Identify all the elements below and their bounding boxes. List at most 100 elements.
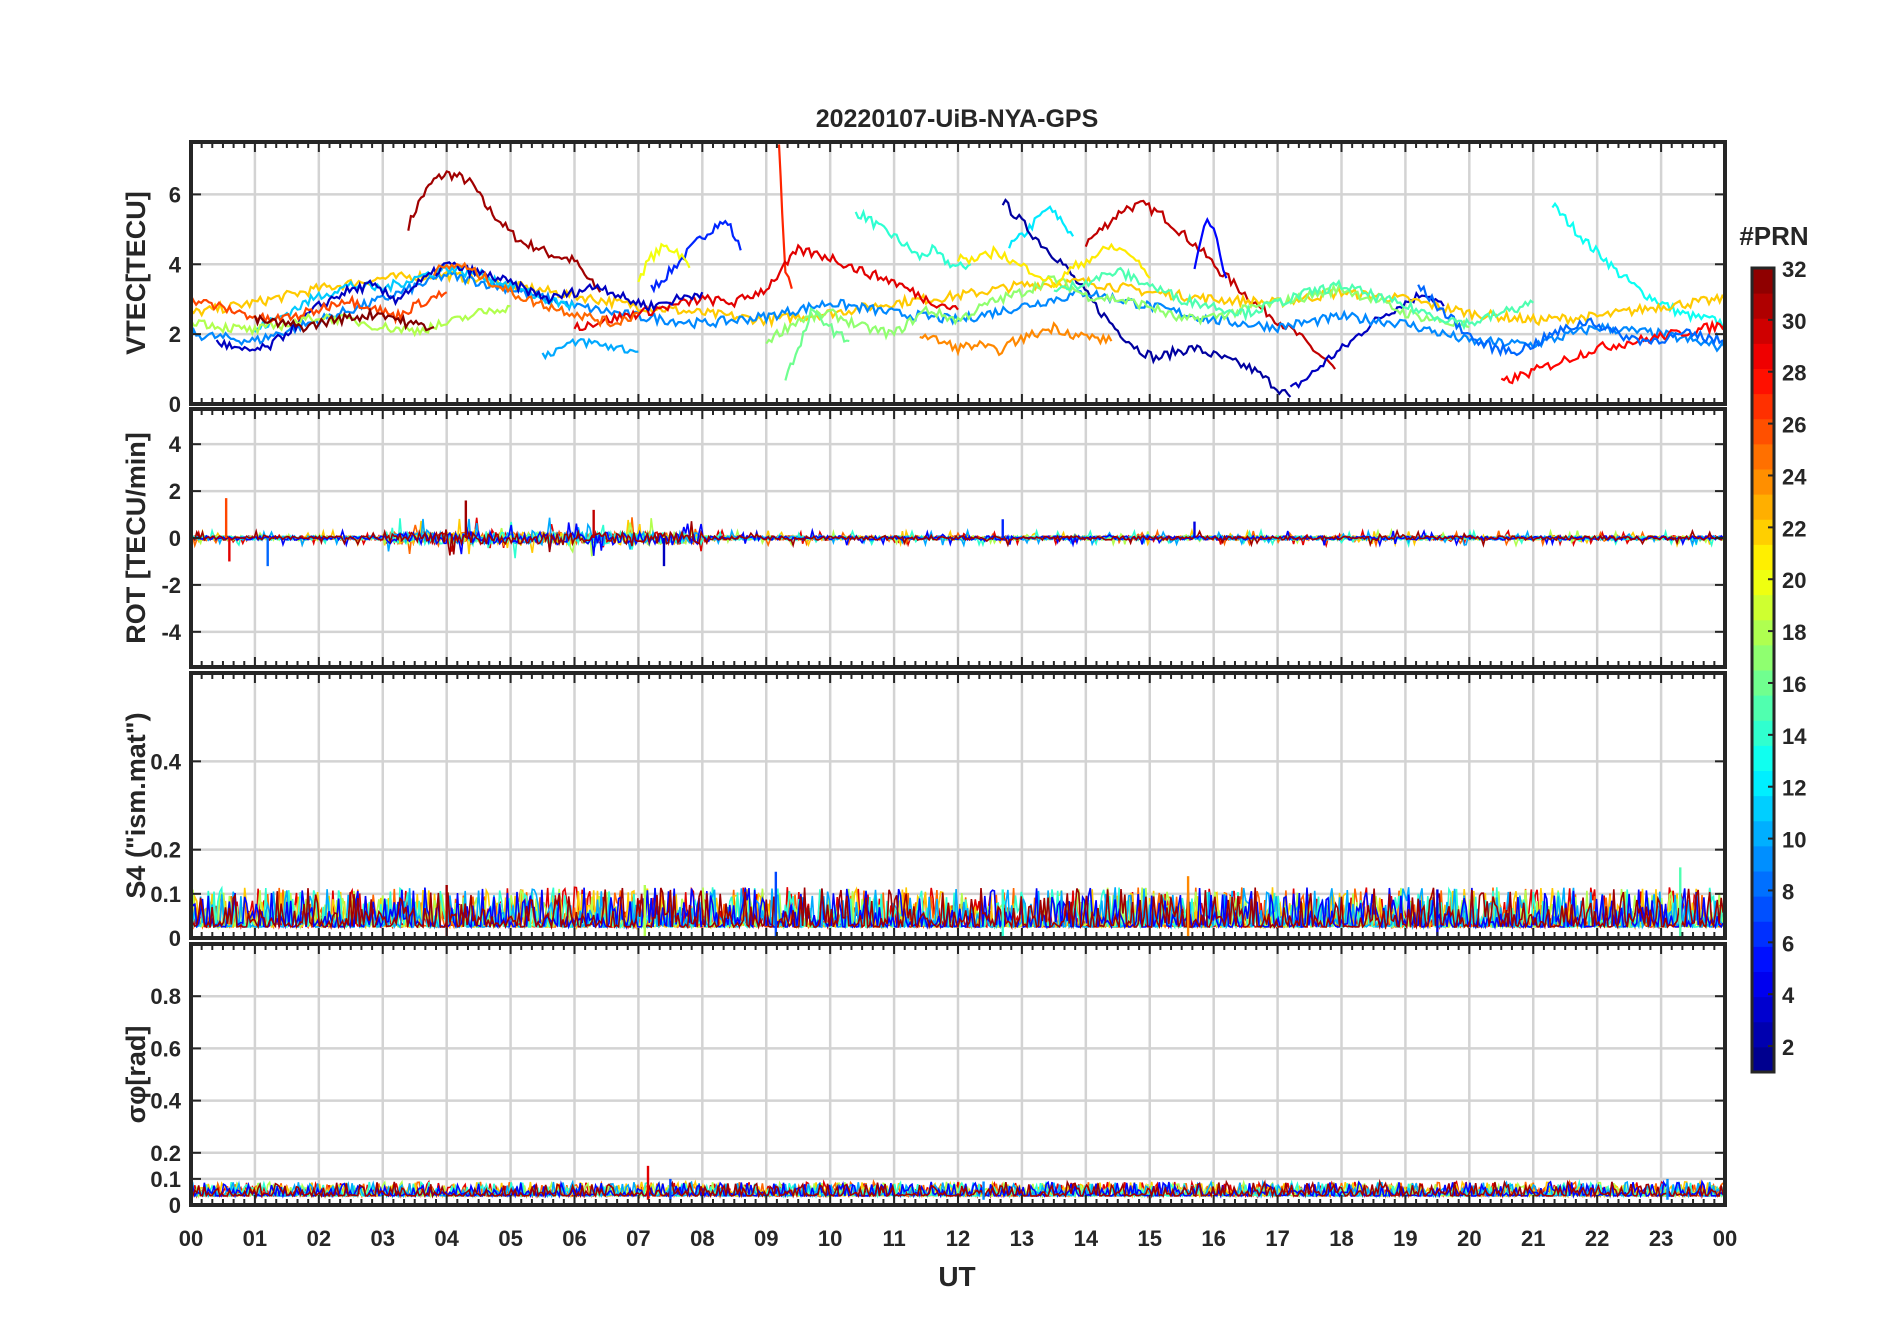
data-traces bbox=[191, 498, 1724, 567]
colorbar-tick-label: 14 bbox=[1782, 724, 1807, 749]
x-tick-label: 11 bbox=[882, 1226, 905, 1251]
series-line-prn-21 bbox=[956, 242, 1151, 289]
series-line-prn-24 bbox=[919, 321, 1113, 357]
colorbar-band bbox=[1752, 720, 1774, 746]
colorbar-band bbox=[1752, 795, 1774, 822]
series-line-prn-16 bbox=[784, 306, 850, 381]
x-tick-label: 00 bbox=[179, 1226, 203, 1251]
axes-frame bbox=[189, 942, 1727, 1207]
y-tick-label: 0.4 bbox=[150, 749, 181, 774]
y-tick-label: 0.6 bbox=[150, 1036, 181, 1061]
series-line-prn-31 bbox=[407, 170, 602, 293]
x-tick-label: 00 bbox=[1713, 1226, 1737, 1251]
grid bbox=[191, 944, 1725, 1207]
x-tick-label: 09 bbox=[754, 1226, 778, 1251]
series-line-prn-26 bbox=[191, 289, 448, 325]
colorbar-band bbox=[1752, 418, 1774, 445]
series-line-prn-29 bbox=[573, 243, 959, 331]
y-tick-label: 0.2 bbox=[150, 1141, 181, 1166]
x-tick-label: 14 bbox=[1074, 1226, 1099, 1251]
series-line-prn-31 bbox=[191, 521, 1724, 556]
colorbar-tick-label: 24 bbox=[1782, 464, 1807, 489]
x-tick-label: 20 bbox=[1457, 1226, 1481, 1251]
x-tick-label: 16 bbox=[1201, 1226, 1225, 1251]
data-traces bbox=[191, 867, 1724, 938]
colorbar-band bbox=[1752, 670, 1774, 696]
series-line-prn-9 bbox=[191, 269, 1725, 353]
colorbar-tick-label: 2 bbox=[1782, 1035, 1794, 1060]
y-tick-label: 2 bbox=[169, 479, 181, 504]
y-tick-label: 6 bbox=[169, 182, 181, 207]
x-tick-label: 06 bbox=[562, 1226, 586, 1251]
colorbar-tick-label: 18 bbox=[1782, 620, 1806, 645]
series-line-prn-8 bbox=[1417, 284, 1725, 358]
x-tick-label: 03 bbox=[371, 1226, 395, 1251]
colorbar-tick-label: 12 bbox=[1782, 776, 1806, 801]
x-tick-labels: 00 01 02 03 04 05 06 07 08 09 10 11 12 13 14 15 16 17 18 19… bbox=[179, 1226, 1737, 1251]
colorbar-band bbox=[1752, 494, 1774, 520]
series-line-prn-14 bbox=[854, 208, 972, 271]
colorbar-band bbox=[1752, 770, 1774, 797]
panel-3: 0 0.1 0.2 0.4S4 ("ism.mat") bbox=[121, 671, 1727, 951]
colorbar-band bbox=[1752, 896, 1774, 922]
axes-frame bbox=[189, 140, 1727, 406]
colorbar-tick-label: 20 bbox=[1782, 568, 1806, 593]
x-tick-label: 23 bbox=[1649, 1226, 1673, 1251]
series-line-prn-28 bbox=[1500, 319, 1725, 385]
colorbar-band bbox=[1752, 1021, 1774, 1048]
colorbar-tick-label: 30 bbox=[1782, 309, 1806, 334]
panel-2: -4 -2 0 2 4 ROT [TECU/min] bbox=[121, 407, 1727, 669]
x-tick-label: 13 bbox=[1010, 1226, 1034, 1251]
series-line-prn-20 bbox=[637, 242, 691, 283]
colorbar-tick-label: 16 bbox=[1782, 672, 1806, 697]
colorbar-band bbox=[1752, 871, 1774, 897]
colorbar-tick-label: 28 bbox=[1782, 361, 1806, 386]
colorbar-band bbox=[1752, 695, 1774, 721]
x-tick-label: 17 bbox=[1265, 1226, 1289, 1251]
series-line-prn-3 bbox=[1289, 290, 1445, 390]
y-tick-label: 0.1 bbox=[150, 1167, 181, 1192]
series-line-prn-6 bbox=[650, 219, 742, 294]
axes-frame bbox=[189, 671, 1727, 940]
y-tick-label: -4 bbox=[161, 620, 181, 645]
x-tick-label: 07 bbox=[626, 1226, 650, 1251]
y-tick-label: 4 bbox=[169, 432, 182, 457]
x-tick-label: 21 bbox=[1521, 1226, 1545, 1251]
colorbar-band bbox=[1752, 343, 1774, 369]
colorbar-band bbox=[1752, 1046, 1774, 1073]
colorbar-tick-label: 10 bbox=[1782, 828, 1806, 853]
colorbar-band bbox=[1752, 619, 1774, 646]
colorbar-band bbox=[1752, 368, 1774, 395]
colorbar-tick-label: 26 bbox=[1782, 413, 1806, 438]
series-line-prn-12 bbox=[1008, 205, 1075, 249]
chart-title: 20220107-UiB-NYA-GPS bbox=[816, 105, 1099, 133]
x-tick-label: 12 bbox=[946, 1226, 970, 1251]
x-tick-label: 18 bbox=[1329, 1226, 1353, 1251]
colorbar-tick-label: 22 bbox=[1782, 516, 1806, 541]
series-line-prn-11 bbox=[254, 263, 576, 333]
colorbar-band bbox=[1752, 268, 1774, 294]
series-line-prn-22 bbox=[191, 269, 1725, 329]
y-tick-label: 0.8 bbox=[150, 984, 181, 1009]
y-axis-label: VTEC[TECU] bbox=[121, 191, 151, 355]
y-tick-label: 0.2 bbox=[150, 838, 181, 863]
colorbar-band bbox=[1752, 594, 1774, 621]
colorbar-tick-label: 4 bbox=[1782, 983, 1795, 1008]
colorbar-title: #PRN bbox=[1739, 221, 1808, 251]
y-tick-label: 4 bbox=[169, 252, 182, 277]
series-line-prn-13 bbox=[1551, 201, 1725, 329]
colorbar-tick-label: 32 bbox=[1782, 257, 1806, 282]
panel-1: 0 2 4 6 VTEC[TECU] bbox=[121, 140, 1727, 417]
series-line-prn-2 bbox=[1001, 198, 1292, 398]
y-tick-label: 0.4 bbox=[150, 1089, 181, 1114]
colorbar-band bbox=[1752, 393, 1774, 420]
y-tick-label: 0.1 bbox=[150, 882, 181, 907]
x-tick-label: 22 bbox=[1585, 1226, 1609, 1251]
x-tick-label: 15 bbox=[1138, 1226, 1162, 1251]
axes-frame bbox=[189, 407, 1727, 669]
y-tick-label: 0 bbox=[169, 526, 181, 551]
colorbar-band bbox=[1752, 971, 1774, 998]
data-traces bbox=[191, 144, 1725, 398]
y-tick-label: 0 bbox=[169, 1193, 181, 1218]
